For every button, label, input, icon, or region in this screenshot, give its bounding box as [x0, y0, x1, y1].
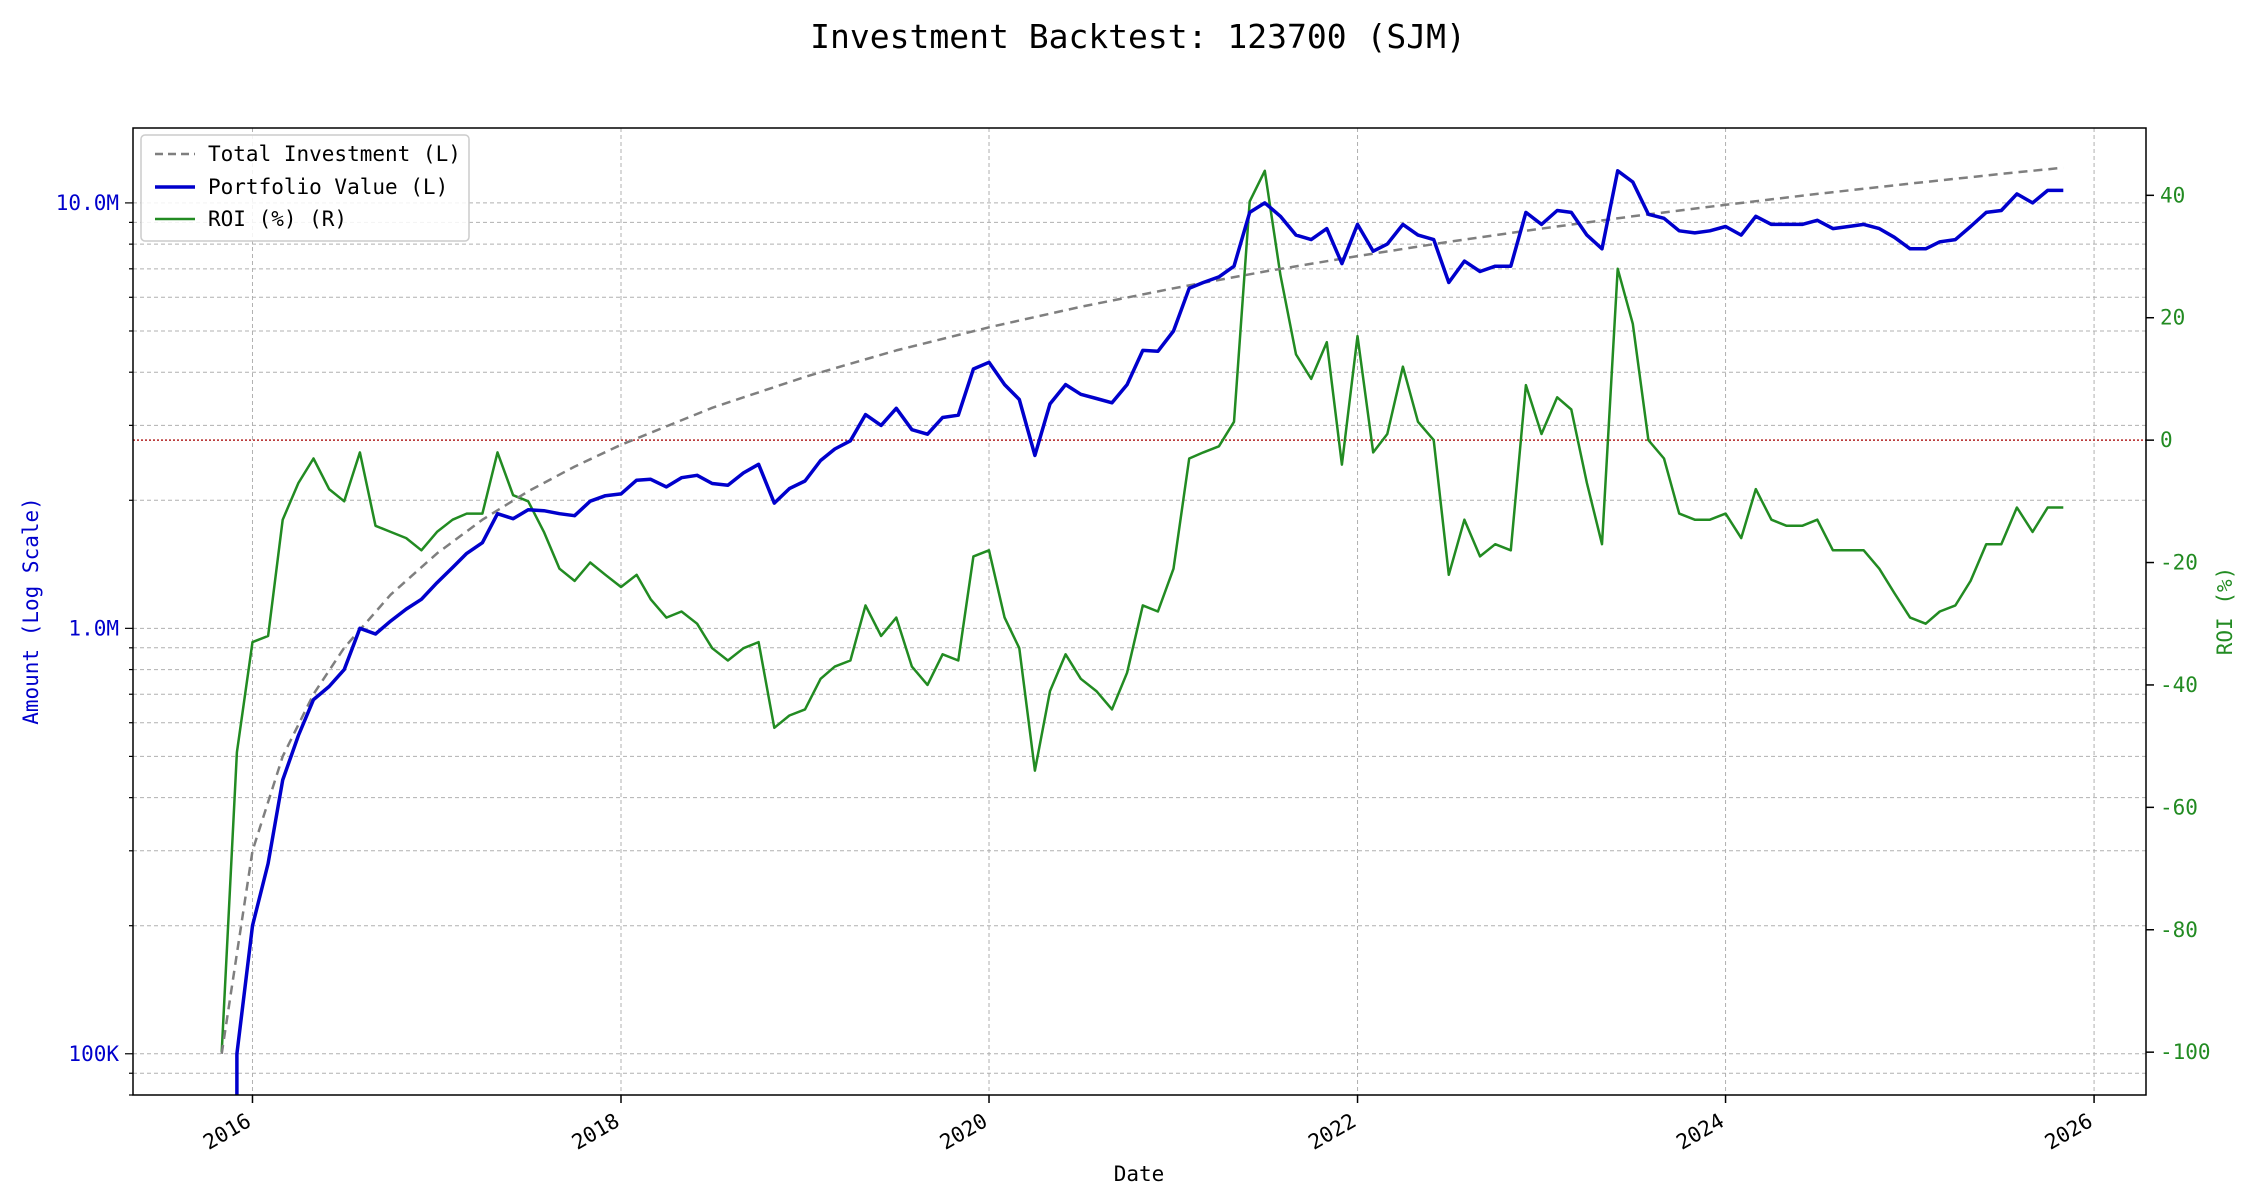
- y-right-tick-label: -60: [2160, 795, 2198, 819]
- y-right-tick-label: -100: [2160, 1040, 2211, 1064]
- legend: Total Investment (L) Portfolio Value (L)…: [140, 134, 470, 242]
- roi-line: [220, 169, 2064, 1053]
- y-right-tick-label: 0: [2160, 428, 2173, 452]
- portfolio-value-line: [235, 169, 2064, 1095]
- plot-frame: [132, 127, 2147, 1096]
- y-right-tick-label: -40: [2160, 673, 2198, 697]
- legend-label-roi: ROI (%) (R): [208, 207, 347, 231]
- y-right-tick-label: -20: [2160, 551, 2198, 575]
- y-right-tick-label: 40: [2160, 183, 2185, 207]
- x-axis-label: Date: [1114, 1162, 1165, 1186]
- y-right-tick-label: 20: [2160, 306, 2185, 330]
- legend-label-portfolio-value: Portfolio Value (L): [208, 175, 448, 199]
- y-right-tick-label: -80: [2160, 918, 2198, 942]
- legend-label-total-investment: Total Investment (L): [208, 142, 461, 166]
- y-left-tick-label: 10.0M: [56, 191, 119, 215]
- gridlines: [133, 128, 2146, 1096]
- y-left-tick-label: 1.0M: [68, 616, 119, 640]
- legend-box: [140, 134, 470, 242]
- y-left-tick-label: 100K: [68, 1042, 119, 1066]
- chart-title: Investment Backtest: 123700 (SJM): [810, 17, 1466, 56]
- series-lines: [220, 166, 2064, 1095]
- y-axis-right-label: ROI (%): [2213, 567, 2237, 656]
- y-axis-left-label: Amount (Log Scale): [19, 497, 43, 725]
